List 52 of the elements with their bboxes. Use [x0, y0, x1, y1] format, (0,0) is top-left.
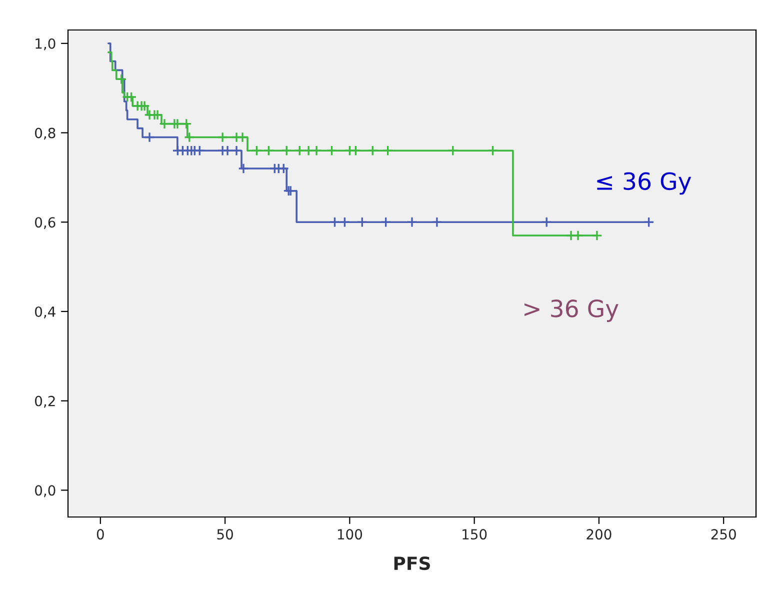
x-tick-label: 0 — [96, 529, 104, 540]
point — [251, 145, 262, 156]
point — [350, 145, 362, 156]
point — [380, 216, 392, 228]
point — [152, 109, 163, 120]
y-tick-label: 0,8 — [35, 128, 56, 140]
point — [238, 163, 249, 174]
point — [591, 230, 602, 242]
point — [222, 145, 234, 156]
x-tick-label: 250 — [711, 529, 736, 540]
point — [231, 145, 242, 156]
point — [116, 74, 127, 85]
point — [303, 145, 314, 156]
point — [406, 216, 418, 228]
x-tick-label: 50 — [217, 529, 233, 540]
x-tick-label: 100 — [338, 529, 362, 540]
point — [184, 132, 195, 143]
point — [311, 145, 322, 156]
point — [431, 216, 442, 228]
point — [294, 145, 306, 156]
y-tick-label: 0,2 — [35, 396, 55, 408]
point — [144, 132, 156, 143]
y-tick-label: 0,0 — [35, 485, 56, 498]
point — [339, 216, 350, 228]
point — [158, 118, 170, 130]
x-axis-title: PFS — [394, 556, 430, 570]
x-tick-label: 150 — [462, 529, 487, 540]
point — [278, 163, 290, 174]
point — [139, 100, 150, 112]
point — [263, 145, 274, 156]
x-tick-label: 200 — [586, 529, 612, 540]
point — [194, 145, 206, 156]
point — [367, 145, 378, 156]
point — [329, 216, 340, 228]
point — [217, 132, 228, 143]
point — [541, 216, 552, 228]
point — [180, 118, 192, 130]
point — [382, 145, 394, 156]
point — [572, 230, 584, 242]
y-tick-label: 1,0 — [36, 38, 56, 50]
series-label: ≤ 36 Gy — [597, 172, 692, 195]
point — [172, 118, 183, 130]
text: > 36 Gy — [524, 300, 618, 322]
point — [447, 145, 458, 156]
y-tick-label: 0,6 — [35, 217, 56, 230]
point — [281, 145, 292, 156]
point — [237, 132, 248, 143]
y-tick-label: 0,4 — [35, 306, 56, 318]
point — [356, 216, 368, 228]
point — [487, 145, 498, 156]
point — [326, 145, 338, 156]
point — [643, 216, 654, 228]
